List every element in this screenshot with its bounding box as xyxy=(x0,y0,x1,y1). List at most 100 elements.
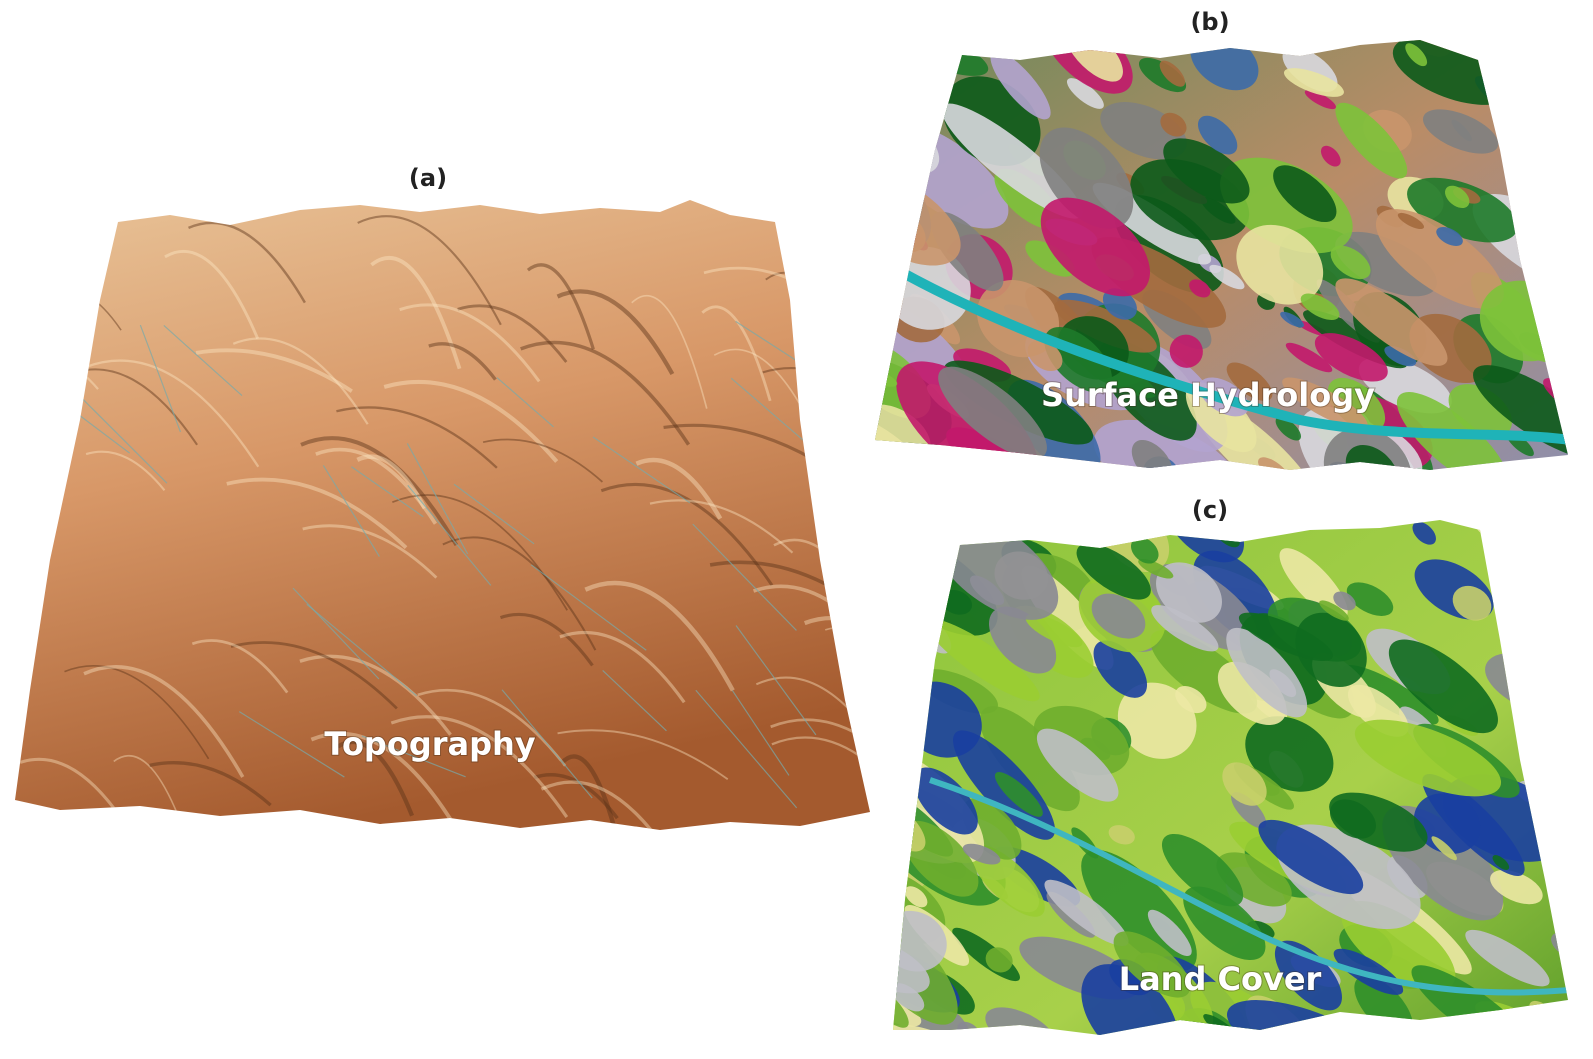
ridge xyxy=(85,450,166,491)
patch xyxy=(1556,559,1568,594)
patch xyxy=(1279,548,1348,620)
patch xyxy=(1329,792,1428,852)
patch xyxy=(1528,108,1568,193)
patch xyxy=(1238,612,1333,662)
stream xyxy=(351,466,424,518)
stream xyxy=(322,465,380,557)
ridge xyxy=(310,731,459,830)
ridge xyxy=(752,584,870,664)
ridge xyxy=(791,237,870,302)
ridge xyxy=(230,641,398,710)
patch xyxy=(1539,101,1568,147)
stream xyxy=(163,325,243,397)
ridge xyxy=(803,615,870,701)
ridge xyxy=(540,780,696,830)
patch xyxy=(1189,279,1211,298)
patch xyxy=(1529,1000,1568,1035)
panel-title: Land Cover xyxy=(1119,960,1322,998)
patch xyxy=(1258,819,1364,895)
patch xyxy=(1384,345,1417,367)
patch xyxy=(1335,278,1448,366)
patch xyxy=(1492,855,1510,870)
patch xyxy=(1327,377,1386,432)
patch xyxy=(1490,869,1543,905)
patch xyxy=(941,103,1083,219)
ridge xyxy=(336,406,498,469)
patch xyxy=(1274,940,1342,1011)
patch xyxy=(1397,212,1425,230)
patch xyxy=(1422,109,1499,154)
ridge xyxy=(64,665,210,760)
ridge xyxy=(392,494,568,611)
patch xyxy=(1514,202,1553,232)
ridge xyxy=(499,612,594,667)
patch xyxy=(893,40,989,76)
patch xyxy=(1185,382,1257,453)
patch xyxy=(1314,333,1388,382)
patch xyxy=(1283,68,1344,97)
ridge xyxy=(442,536,597,651)
patch xyxy=(1528,1021,1555,1035)
terrain xyxy=(15,200,870,830)
patch xyxy=(1131,439,1173,470)
ridge xyxy=(663,423,815,461)
ridge xyxy=(600,482,774,587)
patch xyxy=(1335,102,1408,179)
patch xyxy=(1091,593,1146,639)
patch xyxy=(1388,639,1498,734)
patch xyxy=(893,979,909,1028)
patch xyxy=(1169,334,1203,368)
ridge xyxy=(818,443,870,500)
patch xyxy=(994,772,1043,817)
ridge xyxy=(649,499,794,554)
stream xyxy=(692,523,797,631)
patch xyxy=(1295,612,1367,688)
stream xyxy=(361,735,466,778)
patch xyxy=(1405,43,1428,67)
patch xyxy=(1436,226,1463,246)
patch xyxy=(1076,543,1151,600)
ridge xyxy=(559,631,686,704)
patch xyxy=(1025,614,1083,648)
ridge xyxy=(701,305,772,402)
panel-label: (b) xyxy=(1190,8,1229,36)
patch xyxy=(1222,762,1267,806)
patch xyxy=(1346,582,1394,616)
ridge xyxy=(631,294,708,409)
patch xyxy=(1245,716,1334,792)
patch xyxy=(938,366,1047,459)
ridge xyxy=(831,530,870,632)
patch xyxy=(1175,686,1207,714)
patch xyxy=(1527,696,1568,749)
patch xyxy=(926,619,1040,702)
patch xyxy=(893,602,929,642)
patch xyxy=(1342,664,1439,725)
stream xyxy=(501,689,593,799)
patch xyxy=(1275,416,1302,441)
patch xyxy=(1159,60,1186,87)
patch xyxy=(1093,640,1148,698)
ridge xyxy=(383,379,559,463)
patch xyxy=(1345,445,1399,470)
patch xyxy=(904,886,928,908)
ridge xyxy=(188,221,306,304)
hydrology-map xyxy=(875,40,1568,470)
patch xyxy=(1147,909,1192,957)
topography-map xyxy=(15,200,870,830)
ridge xyxy=(195,348,353,393)
patch xyxy=(1226,362,1273,401)
ridge xyxy=(556,289,675,376)
ridge xyxy=(302,524,438,579)
patch xyxy=(1151,605,1219,652)
ridge xyxy=(300,436,459,547)
patch xyxy=(979,706,1080,812)
ridge xyxy=(84,359,260,468)
river xyxy=(929,777,1568,996)
patch xyxy=(1036,728,1119,802)
patch xyxy=(1465,929,1550,987)
patch xyxy=(1027,340,1063,372)
patch xyxy=(892,157,923,175)
patch xyxy=(1161,833,1244,907)
stream xyxy=(139,324,182,433)
river xyxy=(877,255,1568,445)
